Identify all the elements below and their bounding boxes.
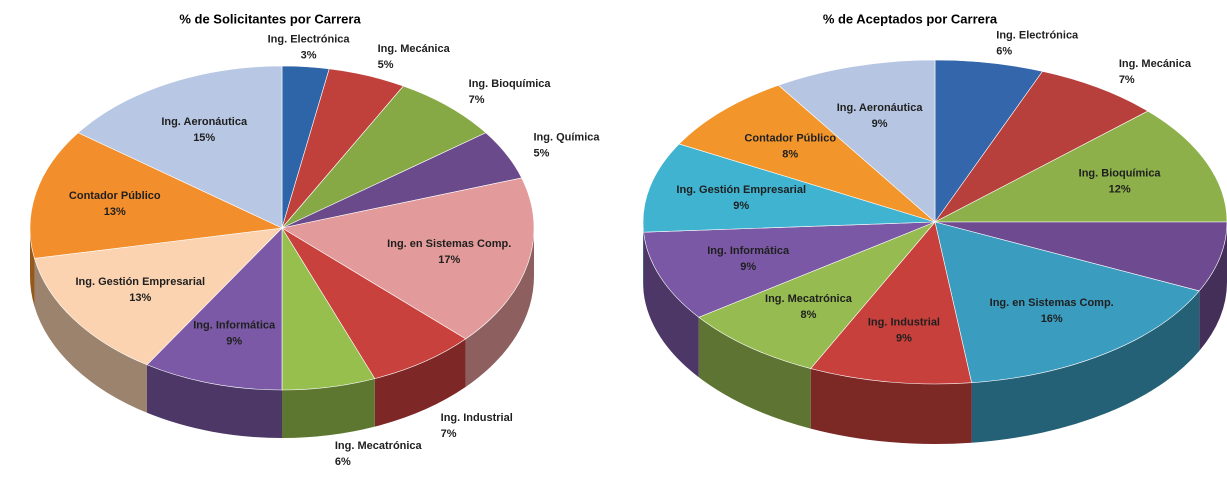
slice-label: Contador Público xyxy=(69,190,161,202)
slice-value: 3% xyxy=(301,49,317,61)
slice-label: Ing. Aeronáutica xyxy=(837,102,924,114)
slice-label: Ing. Aeronáutica xyxy=(161,116,248,128)
slice-label: Ing. Informática xyxy=(193,320,276,332)
slice-value: 5% xyxy=(533,148,549,160)
slice-value: 9% xyxy=(740,261,756,273)
slice-side xyxy=(643,232,699,378)
slice-side xyxy=(1199,222,1227,351)
slice-label: Ing. en Sistemas Comp. xyxy=(387,238,511,250)
slice-label: Ing. Industrial xyxy=(868,317,940,329)
slice xyxy=(642,143,936,233)
slice-side xyxy=(30,228,35,307)
slice-value: 7% xyxy=(469,94,485,106)
slice-side xyxy=(971,290,1200,443)
slice-value: 9% xyxy=(733,200,749,212)
slice-label: Ing. Gestión Empresarial xyxy=(676,184,806,196)
slice xyxy=(146,227,283,391)
slice-label: Ing. Industrial xyxy=(441,412,513,424)
slice-value: 9% xyxy=(872,118,888,130)
slice-label: Ing. Mecatrónica xyxy=(335,440,423,452)
slice-label: Ing. Bioquímica xyxy=(1079,167,1162,179)
slice-value: 9% xyxy=(896,333,912,345)
slice-label: Ing. Mecatrónica xyxy=(765,293,853,305)
slice-value: 7% xyxy=(441,428,457,440)
slice-value: 12% xyxy=(1109,183,1131,195)
slice-value: 7% xyxy=(1119,74,1135,86)
slice xyxy=(34,227,283,366)
slice xyxy=(281,177,535,340)
slice-value: 16% xyxy=(1041,313,1063,325)
slice xyxy=(281,227,467,379)
chart-title: % de Solicitantes por Carrera xyxy=(179,11,361,26)
slice-label: Ing. Bioquímica xyxy=(469,78,552,90)
slice xyxy=(678,84,936,223)
slice xyxy=(810,221,972,385)
slice xyxy=(698,221,936,369)
slice-value: 13% xyxy=(104,206,126,218)
slice xyxy=(934,71,1149,223)
slice-label: Ing. Mecánica xyxy=(1119,58,1192,70)
slice-side xyxy=(34,258,147,413)
slice-side xyxy=(282,378,375,438)
slice-label: Ing. Gestión Empresarial xyxy=(75,276,205,288)
slice-value: 8% xyxy=(782,148,798,160)
slice xyxy=(934,110,1227,223)
slice xyxy=(29,132,284,259)
slice-value: 15% xyxy=(193,132,215,144)
slice-value: 6% xyxy=(335,456,351,468)
slice xyxy=(281,85,487,229)
slice-label: Ing. Electrónica xyxy=(268,33,351,45)
slice-label: Ing. Informática xyxy=(707,245,790,257)
slice-label: Ing. Electrónica xyxy=(996,30,1079,42)
slice-side xyxy=(810,368,972,444)
slice-side xyxy=(465,228,534,387)
slice-side xyxy=(146,364,282,438)
slice-side xyxy=(698,317,811,429)
slice-value: 8% xyxy=(800,309,816,321)
slice xyxy=(643,221,936,318)
slice-label: Ing. Química xyxy=(533,132,600,144)
slice-value: 13% xyxy=(129,292,151,304)
slice-label: Ing. en Sistemas Comp. xyxy=(990,297,1114,309)
slice-side xyxy=(643,222,644,293)
chart-title: % de Aceptados por Carrera xyxy=(823,11,998,26)
slice-label: Ing. Mecánica xyxy=(378,43,451,55)
slice xyxy=(777,59,936,223)
slice-value: 17% xyxy=(438,254,460,266)
slice xyxy=(77,65,283,229)
slice-side xyxy=(374,338,466,427)
slice-value: 9% xyxy=(226,336,242,348)
slice-label: Contador Público xyxy=(744,132,836,144)
slice xyxy=(934,221,1200,384)
slice-value: 6% xyxy=(996,46,1012,58)
slice-value: 5% xyxy=(378,59,394,71)
